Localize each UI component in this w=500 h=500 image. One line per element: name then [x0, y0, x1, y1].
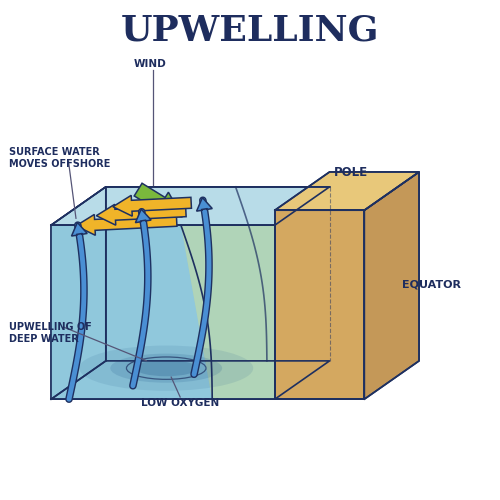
Polygon shape [196, 187, 330, 361]
Polygon shape [51, 187, 330, 225]
Polygon shape [275, 172, 419, 210]
Text: EQUATOR: EQUATOR [402, 280, 460, 289]
Polygon shape [364, 172, 419, 399]
Text: POLE: POLE [334, 166, 368, 178]
Ellipse shape [79, 346, 253, 391]
Polygon shape [106, 187, 330, 361]
Ellipse shape [135, 360, 198, 376]
Text: WIND: WIND [134, 58, 167, 68]
Text: UPWELLING: UPWELLING [121, 14, 380, 48]
Polygon shape [275, 210, 364, 399]
Text: SURFACE WATER
MOVES OFFSHORE: SURFACE WATER MOVES OFFSHORE [9, 147, 110, 169]
Ellipse shape [110, 354, 222, 382]
Polygon shape [51, 225, 212, 399]
Polygon shape [51, 187, 106, 399]
Polygon shape [113, 196, 192, 216]
Polygon shape [181, 225, 275, 399]
Polygon shape [76, 214, 177, 236]
Polygon shape [196, 198, 212, 211]
Text: UPWELLING OF
DEEP WATER: UPWELLING OF DEEP WATER [9, 322, 92, 344]
Polygon shape [136, 209, 151, 222]
Polygon shape [51, 361, 330, 399]
Polygon shape [96, 204, 186, 225]
Polygon shape [72, 222, 87, 236]
Polygon shape [134, 183, 182, 217]
Text: LOW OXYGEN: LOW OXYGEN [141, 398, 220, 408]
